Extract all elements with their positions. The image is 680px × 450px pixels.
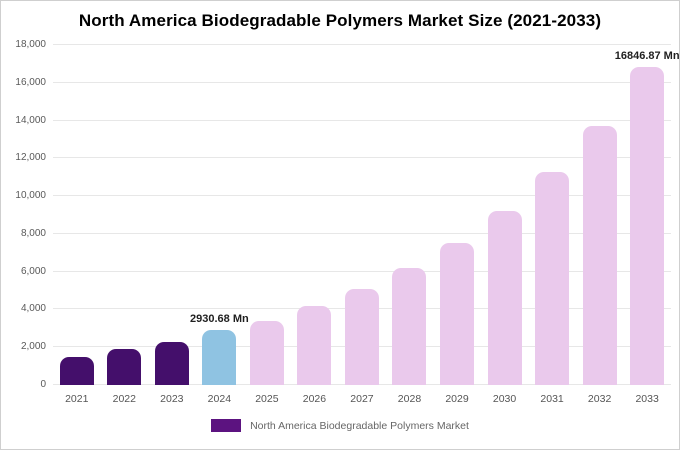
bar-column: 16846.87 Mn: [615, 45, 679, 385]
bar-2033: [630, 66, 665, 385]
bar-2024: [202, 329, 237, 385]
x-axis-tick-label: 2033: [635, 393, 659, 405]
y-axis-tick-label: 10,000: [15, 190, 46, 202]
bar-2028: [392, 267, 427, 385]
bar-2025: [249, 320, 284, 385]
bar-value-label: 16846.87 Mn: [614, 49, 680, 62]
y-axis-tick-label: 8,000: [20, 227, 46, 239]
bar-2029: [440, 243, 475, 385]
bar-column: 2930.68 Mn: [190, 45, 249, 385]
bar-column: [338, 45, 386, 385]
x-axis: 2021 2022 2023 2024 2025 2026 2027 2028 2029 2030…: [53, 393, 671, 405]
gridline: 8,000: [21, 228, 671, 239]
gridline: 16,000: [15, 77, 671, 88]
x-axis-tick-label: 2030: [492, 393, 517, 405]
x-axis-tick-label: 2022: [112, 393, 136, 405]
chart-title: North America Biodegradable Polymers Mar…: [78, 11, 602, 30]
x-axis-tick-label: 2032: [587, 393, 612, 405]
bar-2032: [582, 126, 617, 385]
gridline: 12,000: [15, 152, 671, 163]
bar-2031: [535, 171, 570, 385]
gridline: 18,000: [15, 39, 671, 50]
bar-column: [101, 45, 149, 385]
y-axis-tick-label: 14,000: [15, 114, 46, 126]
bars-layer: 2930.68 Mn 16846.87 Mn: [53, 45, 679, 385]
x-axis-tick-label: 2031: [540, 393, 564, 405]
x-axis-tick-label: 2025: [255, 393, 279, 405]
plot-area: 0 2,000 4,000 6,000 8,000 10,000 12,000 14,000 1…: [15, 39, 679, 390]
y-axis-tick-label: 6,000: [20, 265, 46, 277]
legend: North America Biodegradable Polymers Mar…: [1, 419, 679, 432]
gridline: 6,000: [21, 266, 671, 277]
bar-2022: [107, 349, 142, 385]
bar-column: [433, 45, 481, 385]
bar-2023: [154, 341, 189, 385]
x-axis-tick-label: 2029: [445, 393, 469, 405]
bar-column: [481, 45, 529, 385]
y-axis-tick-label: 4,000: [20, 303, 46, 315]
bar-column: [243, 45, 291, 385]
bar-column: [528, 45, 576, 385]
bar-column: [148, 45, 196, 385]
gridline: 14,000: [15, 115, 671, 126]
y-axis-tick-label: 0: [40, 379, 46, 390]
y-axis-tick-label: 18,000: [15, 39, 46, 50]
legend-label: North America Biodegradable Polymers Mar…: [250, 419, 469, 432]
gridline: 10,000: [15, 190, 671, 201]
bar-2026: [297, 305, 332, 385]
x-axis-tick-label: 2027: [350, 393, 374, 405]
bar-2021: [59, 356, 94, 385]
x-axis-tick-label: 2021: [65, 393, 89, 405]
bar-column: [386, 45, 434, 385]
bar-column: [53, 45, 101, 385]
legend-swatch: [211, 419, 242, 432]
bar-value-label: 2930.68 Mn: [190, 312, 249, 325]
bar-column: [291, 45, 339, 385]
y-axis-tick-label: 12,000: [15, 152, 46, 164]
x-axis-tick-label: 2024: [207, 393, 232, 405]
x-axis-tick-label: 2026: [302, 393, 327, 405]
bar-2030: [487, 211, 522, 385]
x-axis-tick-label: 2023: [160, 393, 184, 405]
y-axis-tick-label: 2,000: [20, 341, 46, 353]
bar-column: [576, 45, 624, 385]
bar-2027: [344, 288, 379, 385]
y-axis-tick-label: 16,000: [15, 76, 46, 88]
x-axis-tick-label: 2028: [397, 393, 422, 405]
